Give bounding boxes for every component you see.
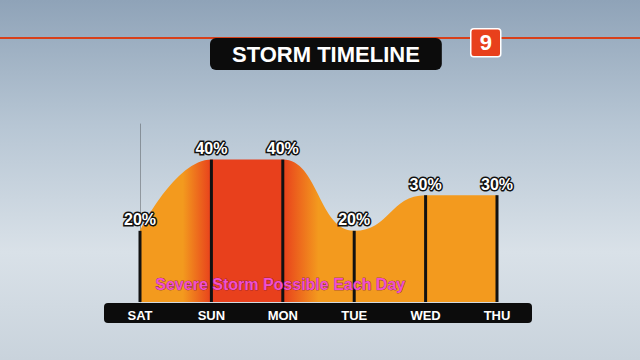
svg-text:40%: 40% (267, 140, 299, 157)
svg-text:TUE: TUE (341, 308, 367, 323)
svg-text:SAT: SAT (127, 308, 152, 323)
svg-text:30%: 30% (481, 176, 513, 193)
svg-text:WED: WED (410, 308, 440, 323)
svg-text:Severe Storm Possible Each Day: Severe Storm Possible Each Day (155, 276, 405, 293)
svg-text:40%: 40% (195, 140, 227, 157)
svg-text:MON: MON (268, 308, 298, 323)
svg-text:20%: 20% (124, 211, 156, 228)
svg-text:THU: THU (484, 308, 511, 323)
svg-text:9: 9 (480, 30, 492, 55)
svg-text:SUN: SUN (198, 308, 225, 323)
svg-text:20%: 20% (338, 211, 370, 228)
svg-text:STORM TIMELINE: STORM TIMELINE (232, 42, 420, 67)
svg-text:30%: 30% (410, 176, 442, 193)
